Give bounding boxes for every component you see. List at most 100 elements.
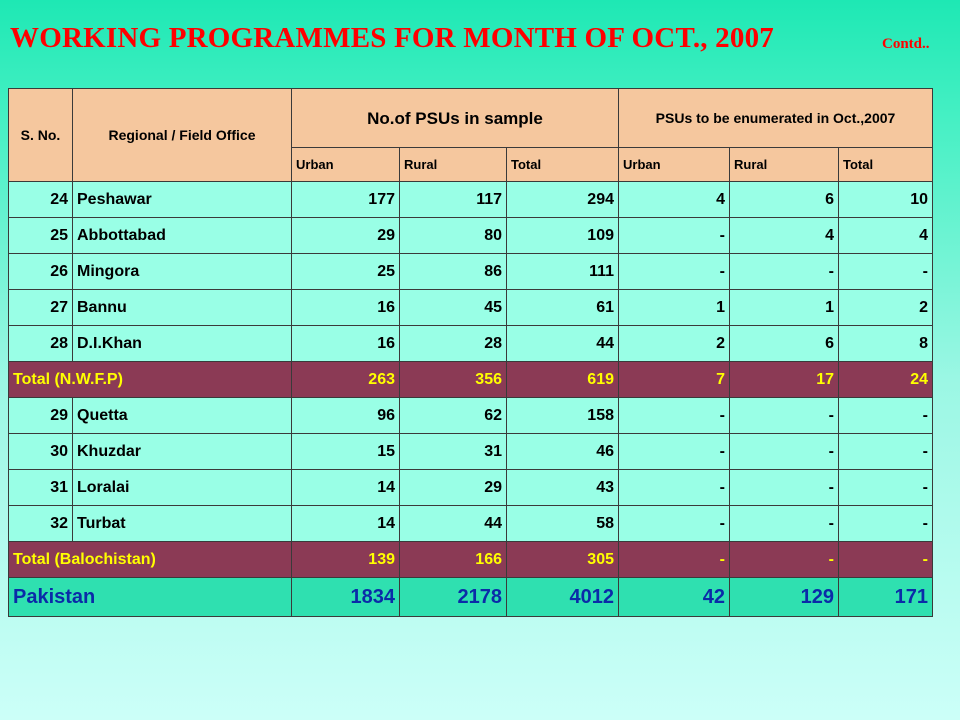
- sample-rural-cell: 31: [399, 433, 507, 470]
- sample-rural-cell: 2178: [399, 577, 507, 617]
- enum-total-cell: 8: [838, 325, 933, 362]
- enum-urban-cell: 2: [618, 325, 730, 362]
- total-label-cell: Total (N.W.F.P): [8, 361, 292, 398]
- total-label-cell: Total (Balochistan): [8, 541, 292, 578]
- sample-rural-cell: 44: [399, 505, 507, 542]
- sno-cell: 31: [8, 469, 73, 506]
- table-row: 30 Khuzdar 15 31 46- - -: [8, 433, 933, 470]
- sample-rural-cell: 117: [399, 181, 507, 218]
- enum-urban-cell: 4: [618, 181, 730, 218]
- grand-total-row: Pakistan 1834 2178 4012 42 129 171: [8, 577, 933, 617]
- sample-urban-cell: 14: [291, 469, 400, 506]
- sample-urban-cell: 263: [291, 361, 400, 398]
- enum-total-cell: -: [838, 469, 933, 506]
- sample-total-cell: 44: [506, 325, 619, 362]
- office-name-cell: Khuzdar: [72, 433, 292, 470]
- enum-urban-cell: 1: [618, 289, 730, 326]
- page-title: WORKING PROGRAMMES FOR MONTH OF OCT., 20…: [10, 22, 774, 54]
- header-enum-urban: Urban: [618, 147, 730, 182]
- enum-rural-cell: 1: [729, 289, 839, 326]
- table-row: 24 Peshawar 177 117 294 4 6 10: [8, 181, 933, 218]
- enum-total-cell: -: [838, 505, 933, 542]
- sample-urban-cell: 15: [291, 433, 400, 470]
- header-enum-rural: Rural: [729, 147, 839, 182]
- sno-cell: 32: [8, 505, 73, 542]
- enum-rural-cell: -: [729, 505, 839, 542]
- table-row: 32 Turbat 14 44 58- - -: [8, 505, 933, 542]
- sno-cell: 30: [8, 433, 73, 470]
- office-name-cell: D.I.Khan: [72, 325, 292, 362]
- sample-urban-cell: 29: [291, 217, 400, 254]
- sample-total-cell: 305: [506, 541, 619, 578]
- sample-total-cell: 61: [506, 289, 619, 326]
- enum-total-cell: 2: [838, 289, 933, 326]
- enum-urban-cell: 42: [618, 577, 730, 617]
- subtotal-row: Total (N.W.F.P) 263 356 619 7 17 24: [8, 361, 933, 398]
- office-name-cell: Bannu: [72, 289, 292, 326]
- sample-urban-cell: 16: [291, 289, 400, 326]
- enum-rural-cell: 6: [729, 325, 839, 362]
- header-enum-total: Total: [838, 147, 933, 182]
- sample-total-cell: 4012: [506, 577, 619, 617]
- sno-cell: 25: [8, 217, 73, 254]
- sample-urban-cell: 25: [291, 253, 400, 290]
- sample-urban-cell: 1834: [291, 577, 400, 617]
- sample-urban-cell: 177: [291, 181, 400, 218]
- sample-rural-cell: 45: [399, 289, 507, 326]
- sno-cell: 29: [8, 397, 73, 434]
- table-row: 28 D.I.Khan 16 28 44 2 6 8: [8, 325, 933, 362]
- enum-rural-cell: -: [729, 541, 839, 578]
- continued-label: Contd..: [882, 36, 930, 52]
- enum-urban-cell: -: [618, 469, 730, 506]
- enum-total-cell: 4: [838, 217, 933, 254]
- sample-rural-cell: 166: [399, 541, 507, 578]
- header-sno: S. No.: [8, 88, 73, 182]
- total-label-cell: Pakistan: [8, 577, 292, 617]
- sno-cell: 26: [8, 253, 73, 290]
- enum-rural-cell: 6: [729, 181, 839, 218]
- sample-total-cell: 294: [506, 181, 619, 218]
- sample-total-cell: 43: [506, 469, 619, 506]
- sample-total-cell: 58: [506, 505, 619, 542]
- office-name-cell: Loralai: [72, 469, 292, 506]
- sample-rural-cell: 86: [399, 253, 507, 290]
- table-row: 25 Abbottabad 29 80 109-4 4: [8, 217, 933, 254]
- sample-total-cell: 109: [506, 217, 619, 254]
- sample-rural-cell: 29: [399, 469, 507, 506]
- enum-urban-cell: -: [618, 433, 730, 470]
- enum-urban-cell: -: [618, 397, 730, 434]
- sno-cell: 28: [8, 325, 73, 362]
- header-sample-urban: Urban: [291, 147, 400, 182]
- sample-total-cell: 619: [506, 361, 619, 398]
- table-row: 26 Mingora 25 86 111- - -: [8, 253, 933, 290]
- enum-rural-cell: 17: [729, 361, 839, 398]
- enum-rural-cell: -: [729, 397, 839, 434]
- enum-rural-cell: -: [729, 433, 839, 470]
- enum-urban-cell: -: [618, 253, 730, 290]
- enum-urban-cell: 7: [618, 361, 730, 398]
- enum-total-cell: -: [838, 433, 933, 470]
- header-office: Regional / Field Office: [72, 88, 292, 182]
- office-name-cell: Turbat: [72, 505, 292, 542]
- enum-total-cell: 171: [838, 577, 933, 617]
- enum-urban-cell: -: [618, 541, 730, 578]
- sample-rural-cell: 356: [399, 361, 507, 398]
- sample-rural-cell: 80: [399, 217, 507, 254]
- sample-urban-cell: 14: [291, 505, 400, 542]
- table-row: 31 Loralai 14 29 43- - -: [8, 469, 933, 506]
- enum-rural-cell: -: [729, 469, 839, 506]
- enum-rural-cell: -: [729, 253, 839, 290]
- enum-urban-cell: -: [618, 217, 730, 254]
- office-name-cell: Quetta: [72, 397, 292, 434]
- sample-urban-cell: 139: [291, 541, 400, 578]
- header-sample-total: Total: [506, 147, 619, 182]
- table-row: 27 Bannu 16 45 61 1 1 2: [8, 289, 933, 326]
- enum-total-cell: -: [838, 253, 933, 290]
- sno-cell: 24: [8, 181, 73, 218]
- sample-rural-cell: 62: [399, 397, 507, 434]
- sample-total-cell: 111: [506, 253, 619, 290]
- enum-rural-cell: 129: [729, 577, 839, 617]
- enum-total-cell: 24: [838, 361, 933, 398]
- office-name-cell: Abbottabad: [72, 217, 292, 254]
- sno-cell: 27: [8, 289, 73, 326]
